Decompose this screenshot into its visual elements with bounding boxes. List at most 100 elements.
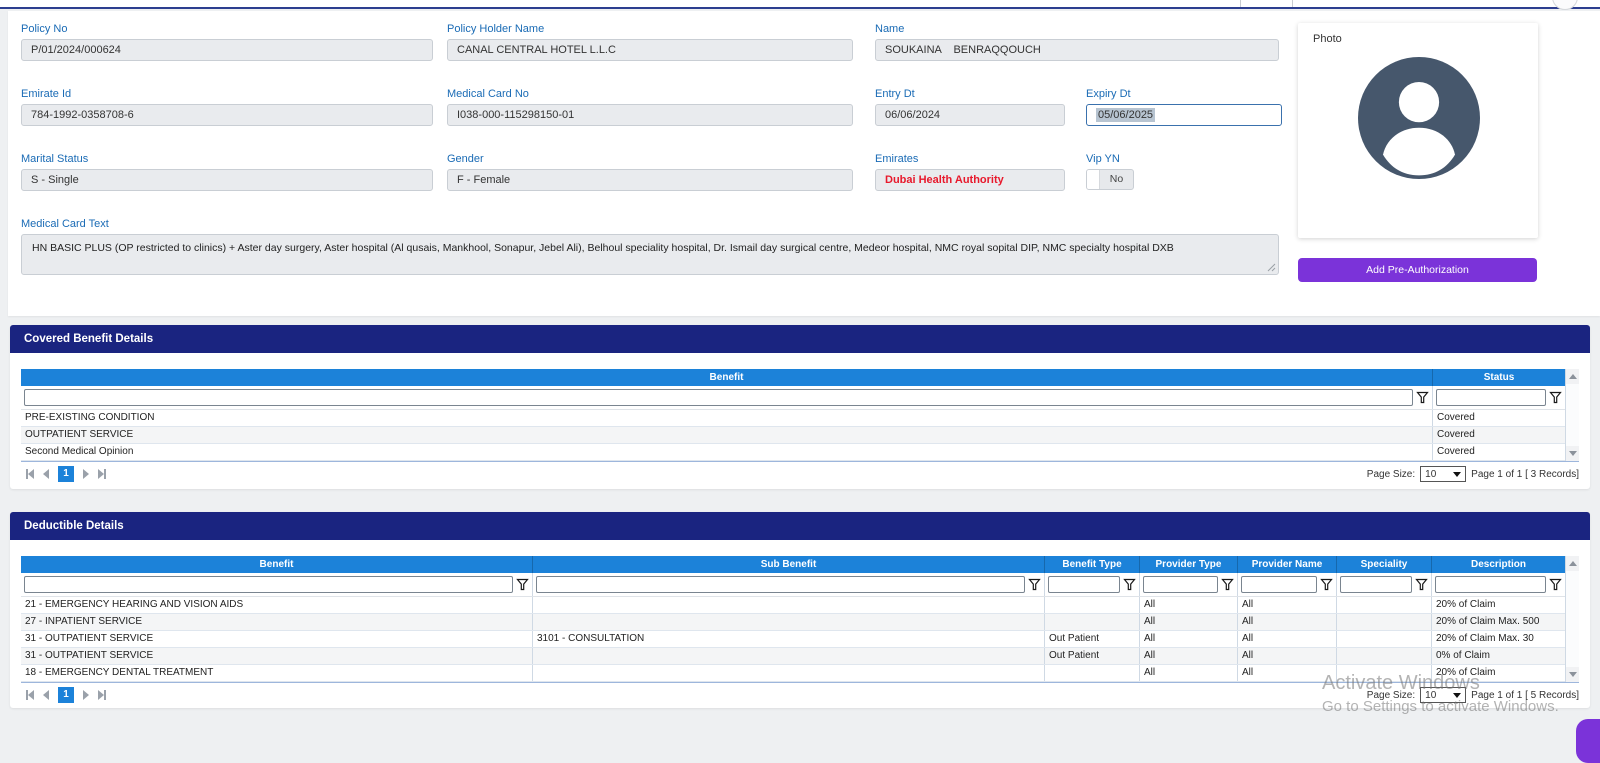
vertical-scrollbar[interactable] <box>1565 369 1579 461</box>
vip-yn-toggle[interactable]: No <box>1086 169 1134 190</box>
filter-funnel-icon[interactable] <box>516 578 529 591</box>
deduct-col-description[interactable]: Description <box>1470 559 1526 570</box>
deduct-provider-type-filter-input[interactable] <box>1143 576 1218 593</box>
medical-card-text-textarea[interactable]: HN BASIC PLUS (OP restricted to clinics)… <box>21 234 1279 275</box>
provider-type-cell: All <box>1140 631 1238 647</box>
deduct-col-benefit[interactable]: Benefit <box>21 556 533 573</box>
next-page-button[interactable] <box>83 690 89 700</box>
page-size-value: 10 <box>1425 689 1437 701</box>
member-details-card: Policy No Policy Holder Name Name Emirat… <box>8 11 1600 316</box>
add-preauthorization-button[interactable]: Add Pre-Authorization <box>1298 258 1537 282</box>
filter-funnel-icon[interactable] <box>1320 578 1333 591</box>
field-marital-status: Marital Status <box>21 153 433 191</box>
filter-funnel-icon[interactable] <box>1415 578 1428 591</box>
field-gender: Gender <box>447 153 853 191</box>
description-cell: 20% of Claim Max. 30 <box>1436 633 1534 644</box>
covered-benefit-row[interactable]: PRE-EXISTING CONDITION Covered <box>21 410 1565 427</box>
description-cell: 20% of Claim Max. 500 <box>1436 616 1540 627</box>
policy-holder-name-input[interactable] <box>447 39 853 61</box>
covered-status-filter-input[interactable] <box>1436 389 1546 406</box>
filter-funnel-icon[interactable] <box>1549 391 1562 404</box>
policy-no-label: Policy No <box>21 23 68 35</box>
benefit-cell: 18 - EMERGENCY DENTAL TREATMENT <box>21 665 533 681</box>
chevron-down-icon <box>1453 692 1462 698</box>
page-size-select[interactable]: 10 <box>1420 466 1467 482</box>
scroll-down-button[interactable] <box>1566 667 1579 682</box>
resize-grip-icon[interactable] <box>1267 263 1276 272</box>
deduct-provider-name-filter-input[interactable] <box>1241 576 1317 593</box>
prev-page-button[interactable] <box>43 690 49 700</box>
scroll-up-button[interactable] <box>1566 556 1579 571</box>
scroll-down-button[interactable] <box>1566 446 1579 461</box>
prev-page-button[interactable] <box>43 469 49 479</box>
deductible-row[interactable]: 18 - EMERGENCY DENTAL TREATMENT All All … <box>21 665 1565 682</box>
sub-benefit-cell <box>533 597 1045 613</box>
medical-card-text-label: Medical Card Text <box>21 218 109 230</box>
vertical-scrollbar[interactable] <box>1565 556 1579 682</box>
provider-name-cell: All <box>1238 648 1337 664</box>
page-summary: Page 1 of 1 [ 5 Records] <box>1471 689 1579 701</box>
corner-action-button-partial[interactable] <box>1576 719 1600 763</box>
medical-card-no-input[interactable] <box>447 104 853 126</box>
first-page-button[interactable] <box>26 690 34 700</box>
current-page-button[interactable]: 1 <box>58 466 74 482</box>
first-page-button[interactable] <box>26 469 34 479</box>
deduct-speciality-filter-input[interactable] <box>1340 576 1412 593</box>
deduct-sub-benefit-filter-input[interactable] <box>536 576 1025 593</box>
field-emirates: Emirates <box>875 153 1065 191</box>
filter-funnel-icon[interactable] <box>1549 578 1562 591</box>
marital-status-label: Marital Status <box>21 153 89 165</box>
filter-funnel-icon[interactable] <box>1416 391 1429 404</box>
provider-type-cell: All <box>1140 614 1238 630</box>
arrow-up-icon <box>1568 561 1577 566</box>
filter-funnel-icon[interactable] <box>1123 578 1136 591</box>
covered-benefit-row[interactable]: Second Medical Opinion Covered <box>21 444 1565 461</box>
emirate-id-label: Emirate Id <box>21 88 72 100</box>
speciality-cell <box>1337 631 1432 647</box>
benefit-cell: 31 - OUTPATIENT SERVICE <box>21 648 533 664</box>
benefit-type-cell <box>1045 665 1140 681</box>
benefit-cell: PRE-EXISTING CONDITION <box>21 410 1433 426</box>
marital-status-input[interactable] <box>21 169 433 191</box>
deduct-col-speciality[interactable]: Speciality <box>1337 556 1432 573</box>
deductible-row[interactable]: 31 - OUTPATIENT SERVICE 3101 - CONSULTAT… <box>21 631 1565 648</box>
deduct-col-sub-benefit[interactable]: Sub Benefit <box>533 556 1045 573</box>
field-vip-yn: Vip YN No <box>1086 153 1146 190</box>
entry-dt-label: Entry Dt <box>875 88 915 100</box>
covered-benefit-filter-input[interactable] <box>24 389 1413 406</box>
name-input[interactable] <box>875 39 1279 61</box>
next-page-button[interactable] <box>83 469 89 479</box>
deduct-benefit-filter-input[interactable] <box>24 576 513 593</box>
expiry-dt-input[interactable]: 05/06/2025 <box>1086 104 1282 126</box>
scroll-up-button[interactable] <box>1566 369 1579 384</box>
covered-col-benefit[interactable]: Benefit <box>21 369 1433 386</box>
arrow-down-icon <box>1568 672 1577 677</box>
benefit-type-cell: Out Patient <box>1045 648 1140 664</box>
last-page-button[interactable] <box>98 469 106 479</box>
covered-col-status[interactable]: Status <box>1483 372 1515 383</box>
entry-dt-input[interactable] <box>875 104 1065 126</box>
deduct-description-filter-input[interactable] <box>1435 576 1546 593</box>
deduct-benefit-type-filter-input[interactable] <box>1048 576 1120 593</box>
deductible-row[interactable]: 31 - OUTPATIENT SERVICE Out Patient All … <box>21 648 1565 665</box>
filter-funnel-icon[interactable] <box>1221 578 1234 591</box>
sub-benefit-cell <box>533 614 1045 630</box>
policy-no-input[interactable] <box>21 39 433 61</box>
last-page-button[interactable] <box>98 690 106 700</box>
current-page-button[interactable]: 1 <box>58 687 74 703</box>
deduct-col-provider-type[interactable]: Provider Type <box>1140 556 1238 573</box>
emirate-id-input[interactable] <box>21 104 433 126</box>
chevron-down-icon <box>1453 471 1462 477</box>
deductible-row[interactable]: 21 - EMERGENCY HEARING AND VISION AIDS A… <box>21 597 1565 614</box>
sub-benefit-cell <box>533 665 1045 681</box>
covered-benefit-row[interactable]: OUTPATIENT SERVICE Covered <box>21 427 1565 444</box>
page-size-select[interactable]: 10 <box>1420 687 1467 703</box>
gender-input[interactable] <box>447 169 853 191</box>
emirates-input[interactable] <box>875 169 1065 191</box>
deductible-row[interactable]: 27 - INPATIENT SERVICE All All 20% of Cl… <box>21 614 1565 631</box>
filter-funnel-icon[interactable] <box>1028 578 1041 591</box>
vip-yn-label: Vip YN <box>1086 153 1120 165</box>
deduct-col-benefit-type[interactable]: Benefit Type <box>1045 556 1140 573</box>
page-size-label: Page Size: <box>1366 468 1416 480</box>
deduct-col-provider-name[interactable]: Provider Name <box>1238 556 1337 573</box>
